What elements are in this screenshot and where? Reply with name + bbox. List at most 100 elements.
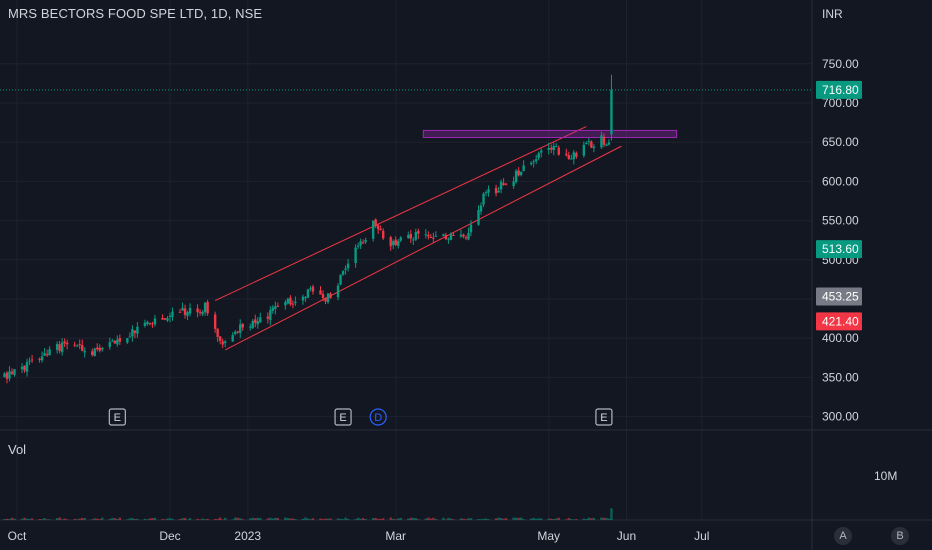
volume-bar [96, 518, 99, 520]
volume-bar [40, 519, 44, 520]
candle-body [324, 297, 327, 302]
candle-body [221, 341, 224, 345]
volume-bar [582, 518, 586, 520]
volume-bar [502, 518, 505, 520]
candle-body [354, 247, 357, 264]
candle-body [96, 347, 99, 350]
candle-body [477, 210, 480, 225]
candle-body [43, 353, 46, 356]
candle-body [432, 237, 435, 239]
volume-bar [93, 518, 96, 520]
volume-bar [309, 519, 312, 520]
candle-body [479, 205, 483, 212]
candle-body [427, 234, 430, 237]
candle-body [276, 305, 280, 307]
scale-a-button[interactable]: A [834, 527, 852, 545]
volume-bar [116, 518, 119, 520]
volume-scale-label: 10M [874, 469, 897, 483]
candle-body [168, 315, 172, 317]
candle-body [271, 307, 275, 311]
volume-bar [522, 519, 525, 520]
candle-body [3, 373, 6, 377]
volume-bar [266, 518, 270, 520]
volume-bar [223, 517, 227, 520]
trend-channel [214, 126, 622, 351]
scale-b-button[interactable]: B [891, 527, 909, 545]
volume-bar [429, 518, 433, 520]
volume-bar [241, 519, 244, 520]
candle-body [371, 220, 375, 239]
candle-body [186, 312, 189, 316]
candle-body [399, 237, 402, 241]
earnings-marker-box [108, 408, 126, 426]
volume-bar [48, 519, 51, 520]
candle-body [344, 268, 347, 270]
volume-bar [171, 518, 174, 520]
volume-bar [108, 519, 112, 520]
candle-body [108, 342, 112, 347]
candle-body [364, 240, 367, 242]
volume-bar [311, 518, 315, 520]
price-badge: 421.40 [816, 312, 862, 331]
volume-bar [567, 517, 571, 520]
candle-body [321, 294, 325, 298]
candle-body [40, 356, 44, 361]
price-tick-label: 550.00 [822, 214, 859, 228]
candle-body [75, 345, 79, 347]
volume-bar [344, 517, 347, 520]
volume-bar [218, 517, 222, 520]
candle-body [266, 316, 270, 319]
candle-body [111, 340, 114, 342]
candle-body [10, 371, 14, 374]
volume-bar [534, 518, 538, 520]
candle-body [319, 290, 322, 295]
price-tick-label: 750.00 [822, 57, 859, 71]
earnings-marker-box [595, 408, 613, 426]
volume-bar [91, 519, 94, 520]
candle-body [447, 238, 450, 240]
candle-body [196, 308, 199, 313]
time-tick-label: Dec [159, 529, 180, 543]
candle-body [236, 331, 239, 333]
candle-body [514, 170, 518, 183]
time-tick-label: 2023 [234, 529, 261, 543]
volume-bar [575, 519, 578, 520]
time-scale: Oct Dec 2023 Mar May Jun Jul [8, 529, 710, 543]
candle-body [529, 162, 533, 165]
volume-bar [58, 517, 61, 520]
volume-bar [477, 519, 480, 520]
volume-bar [151, 517, 154, 520]
volume-bar [216, 518, 219, 520]
candle-body [469, 224, 473, 233]
channel-lower-line [224, 145, 622, 351]
volume-bar [166, 518, 169, 520]
earnings-marker-label: E [600, 412, 607, 424]
candle-body [452, 234, 455, 236]
candle-body [407, 234, 410, 238]
candle-body [494, 187, 498, 194]
candle-body [575, 152, 578, 157]
volume-bar [432, 517, 435, 520]
volume-bar [65, 519, 69, 520]
volume-bar [409, 517, 412, 520]
candle-body [153, 318, 157, 325]
candle-body [424, 234, 428, 236]
candle-body [587, 141, 591, 143]
volume-bar [514, 517, 518, 520]
candle-body [397, 241, 400, 246]
volume-bar [78, 518, 81, 520]
candle-body [259, 317, 262, 323]
candle-body [166, 318, 169, 321]
time-tick-label: Jun [617, 529, 636, 543]
volume-bar [484, 518, 488, 520]
candle-body [414, 232, 418, 240]
price-tick-label: 300.00 [822, 410, 859, 424]
volume-bar [565, 519, 568, 520]
candle-body [201, 311, 204, 315]
candle-body [289, 297, 292, 305]
volume-bar [188, 518, 192, 520]
candle-body [339, 274, 342, 285]
volume-bar [364, 518, 367, 520]
chart-title: MRS BECTORS FOOD SPE LTD, 1D, NSE [8, 6, 263, 21]
